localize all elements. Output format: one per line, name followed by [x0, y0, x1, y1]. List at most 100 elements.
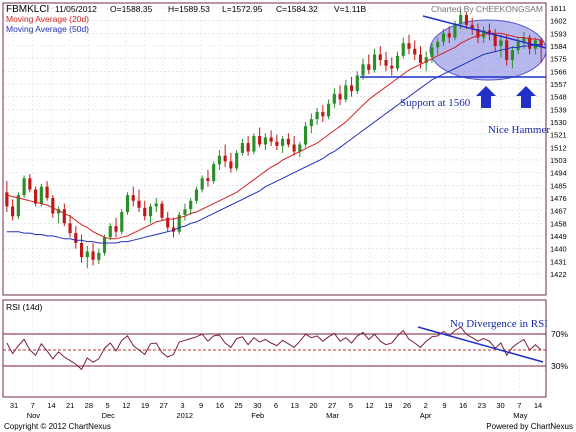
candle	[349, 76, 354, 97]
price-tick-label: 1521	[550, 131, 567, 140]
candle	[258, 127, 262, 148]
candle	[97, 248, 101, 265]
candle	[407, 34, 411, 55]
x-group-label: Apr	[420, 411, 432, 420]
candle	[11, 199, 15, 221]
x-day-label: 31	[10, 401, 18, 410]
candle	[372, 48, 377, 73]
candle	[338, 85, 342, 106]
candle	[74, 226, 78, 249]
resistance-trendline	[422, 15, 547, 49]
low-label: L=1572.95	[222, 4, 263, 14]
candle	[281, 136, 285, 153]
highlight-ellipse	[429, 19, 547, 81]
divergence-annotation: No Divergence in RSI	[450, 318, 548, 330]
candle	[413, 40, 417, 61]
candle	[298, 141, 302, 158]
x-day-label: 12	[122, 401, 130, 410]
candle	[194, 186, 199, 204]
x-day-label: 7	[517, 401, 521, 410]
x-group-label: Nov	[27, 411, 41, 420]
candle	[315, 107, 319, 125]
candle	[384, 51, 388, 72]
powered-label: Powered by ChartNexus	[486, 422, 573, 431]
candle	[62, 203, 66, 227]
candle	[217, 150, 222, 170]
candle	[436, 37, 440, 55]
candle	[470, 17, 474, 35]
candle	[28, 174, 32, 193]
candle	[125, 192, 130, 215]
candle	[148, 203, 153, 224]
price-tick-label: 1593	[550, 29, 567, 38]
candle	[275, 134, 279, 151]
candle	[39, 183, 43, 207]
candle	[102, 234, 107, 256]
support-annotation: Support at 1560	[400, 97, 471, 109]
price-tick-label: 1503	[550, 156, 567, 165]
price-tick-label: 1485	[550, 181, 567, 190]
open-label: O=1588.35	[110, 4, 153, 14]
candle	[292, 136, 296, 156]
x-day-label: 20	[309, 401, 317, 410]
x-day-label: 30	[496, 401, 504, 410]
price-tick-label: 1422	[550, 270, 567, 279]
close-label: C=1584.32	[276, 4, 318, 14]
candle	[441, 29, 446, 46]
price-tick-label: 1449	[550, 232, 567, 241]
charted-by-label: Charted By CHEEKONGSAM	[431, 4, 543, 14]
candle	[505, 34, 509, 66]
price-tick-label: 1584	[550, 42, 567, 51]
price-tick-label: 1539	[550, 105, 567, 114]
x-group-label: Dec	[102, 411, 116, 420]
high-label: H=1589.53	[168, 4, 210, 14]
candle	[240, 138, 244, 156]
candle	[269, 130, 273, 146]
candle	[189, 197, 193, 215]
candle	[177, 212, 181, 235]
hammer-annotation: Nice Hammer	[488, 124, 550, 136]
x-day-label: 28	[85, 401, 93, 410]
candle	[252, 133, 256, 155]
price-tick-label: 1530	[550, 118, 567, 127]
candle	[79, 234, 84, 263]
x-day-label: 7	[31, 401, 35, 410]
candle	[183, 203, 187, 221]
x-group-label: Feb	[251, 411, 264, 420]
candle	[5, 181, 9, 213]
rsi-trendline	[417, 326, 544, 363]
candle	[355, 71, 359, 94]
x-day-label: 5	[105, 401, 109, 410]
candle	[114, 217, 118, 238]
candle	[131, 186, 135, 207]
arrow-up-icon	[476, 86, 496, 108]
candle	[223, 144, 227, 167]
candle	[166, 212, 170, 232]
candle	[344, 79, 348, 103]
x-day-label: 19	[384, 401, 392, 410]
price-tick-label: 1557	[550, 80, 567, 89]
ma20-line	[6, 32, 542, 240]
x-group-label: Mar	[326, 411, 339, 420]
candle	[510, 45, 514, 69]
price-tick-label: 1467	[550, 207, 567, 216]
candle	[263, 133, 267, 151]
x-day-label: 25	[234, 401, 242, 410]
symbol-label: FBMKLCI	[6, 4, 49, 15]
ma50-line	[6, 44, 542, 244]
candle	[378, 45, 382, 66]
x-day-label: 16	[216, 401, 224, 410]
candle	[137, 189, 141, 213]
x-day-label: 19	[141, 401, 149, 410]
x-day-label: 9	[442, 401, 446, 410]
candle	[326, 99, 331, 120]
x-day-label: 2	[424, 401, 428, 410]
x-day-label: 12	[365, 401, 373, 410]
candle	[229, 152, 233, 173]
candle	[160, 200, 164, 221]
x-day-label: 6	[274, 401, 278, 410]
rsi-70-label: 70%	[551, 329, 568, 339]
volume-label: V=1.11B	[334, 4, 367, 14]
candle	[395, 51, 400, 72]
candle	[108, 223, 112, 241]
